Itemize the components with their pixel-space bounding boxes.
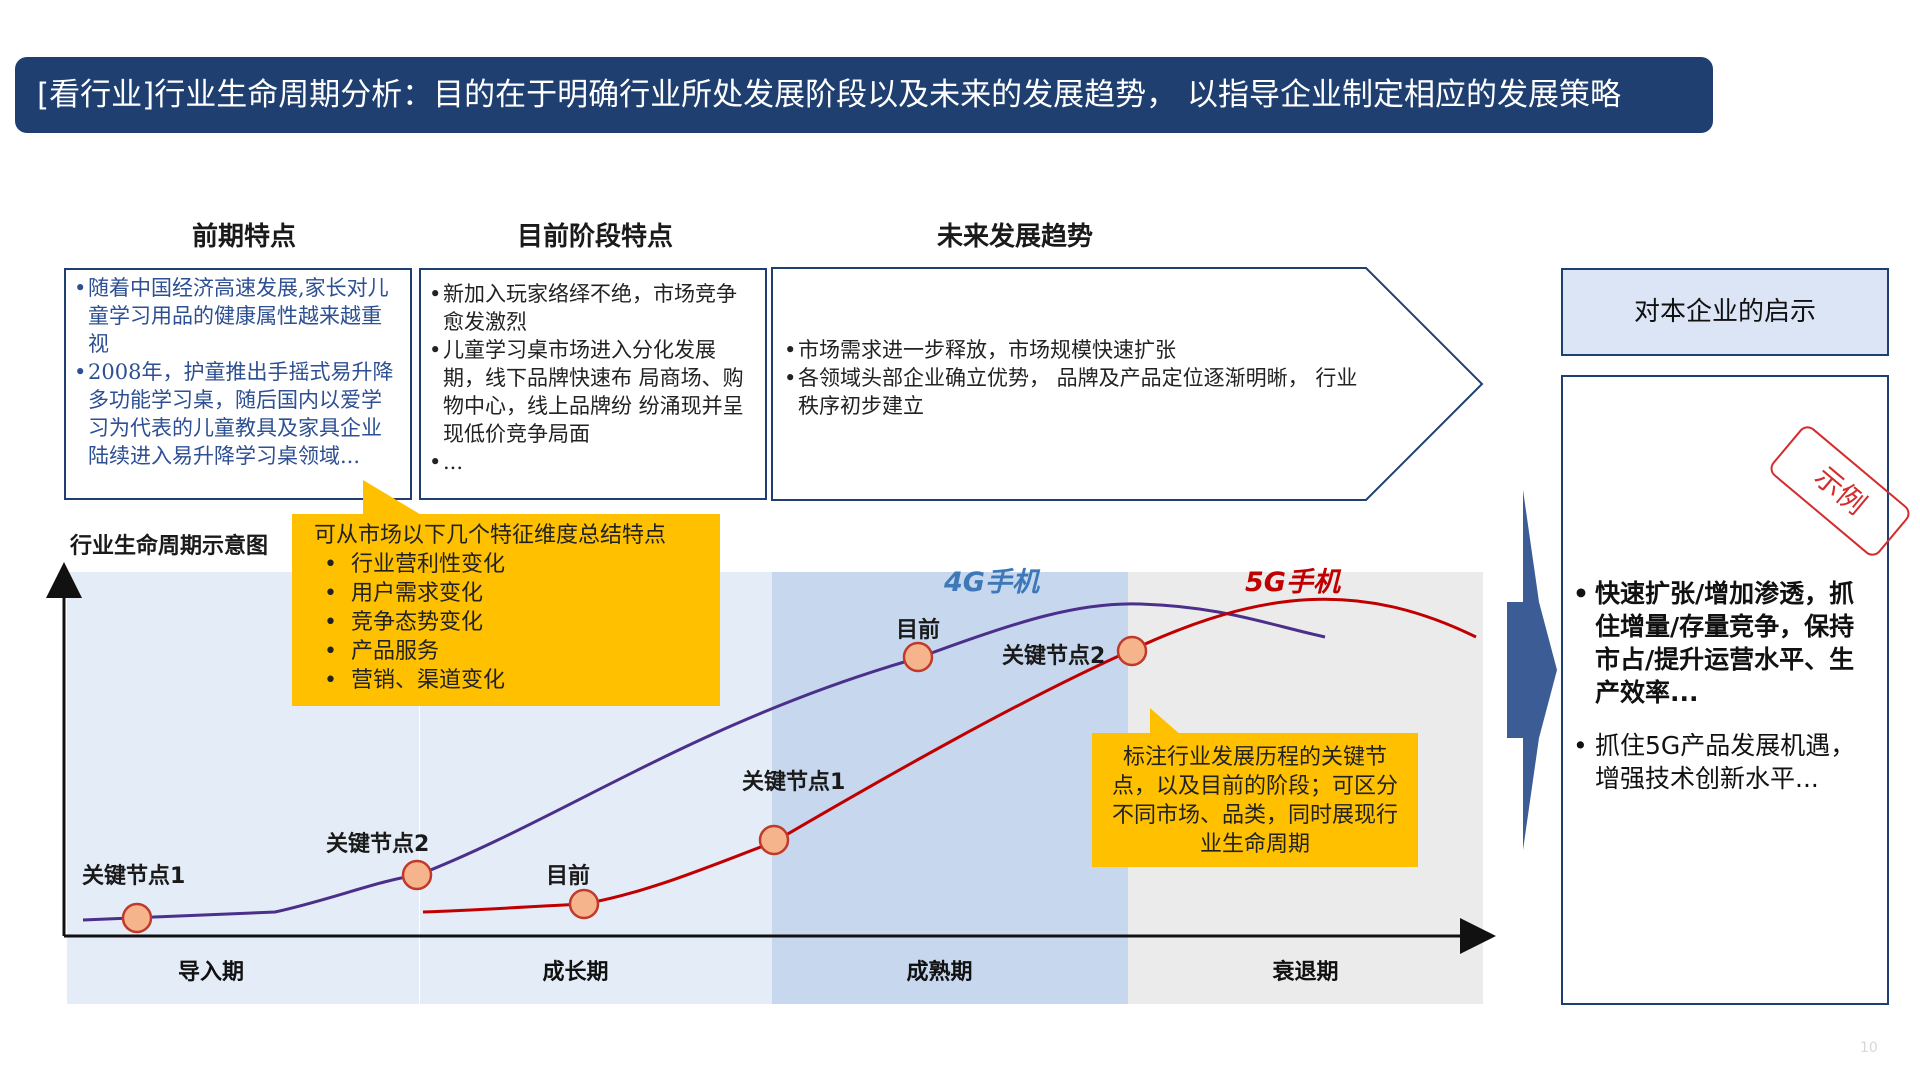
marker-5g-node1	[758, 824, 790, 856]
callout-dimension-item: • 竞争态势变化	[324, 610, 483, 635]
insights-heading: 对本企业的启示	[1561, 268, 1889, 356]
insights-panel: 快速扩张/增加渗透，抓住增量/存量竞争，保持市占/提升运营水平、生产效率... …	[1561, 375, 1889, 1005]
callout-dimensions-list: • 行业营利性变化 • 用户需求变化 • 竞争态势变化 • 产品服务 • 营销、…	[314, 550, 708, 695]
callout-top-pointer	[363, 480, 423, 516]
series-label-4g: 4G手机	[944, 567, 1039, 598]
marker-5g-node2	[1116, 635, 1148, 667]
callout-dimensions-intro: 可从市场以下几个特征维度总结特点	[314, 523, 667, 548]
insight-item: 快速扩张/增加渗透，抓住增量/存量竞争，保持市占/提升运营水平、生产效率...	[1567, 577, 1875, 709]
callout-dimension-item: • 行业营利性变化	[324, 552, 505, 577]
label-4g-current: 目前	[896, 618, 941, 643]
page-title: [看行业]行业生命周期分析：目的在于明确行业所处发展阶段以及未来的发展趋势， 以…	[37, 77, 1622, 113]
current-feature-item: 新加入玩家络绎不绝，市场竞争愈发激烈	[429, 280, 757, 336]
marker-5g-current	[568, 888, 600, 920]
current-feature-item: ...	[429, 448, 757, 476]
future-trend-item: 市场需求进一步释放，市场规模快速扩张	[784, 336, 1368, 364]
callout-dimension-item: • 营销、渠道变化	[324, 668, 505, 693]
curve-4g	[82, 602, 1326, 922]
title-banner: [看行业]行业生命周期分析：目的在于明确行业所处发展阶段以及未来的发展趋势， 以…	[15, 57, 1713, 133]
phase-bg-mature	[772, 572, 1128, 1004]
early-features-box: 随着中国经济高速发展,家长对儿童学习用品的健康属性越来越重视 2008年，护童推…	[64, 268, 412, 500]
callout-dimension-item: • 产品服务	[324, 639, 439, 664]
label-5g-node1: 关键节点1	[742, 770, 846, 795]
heading-future: 未来发展趋势	[936, 222, 1093, 252]
future-trend-item: 各领域头部企业确立优势， 品牌及产品定位逐渐明晰， 行业秩序初步建立	[784, 364, 1368, 420]
chart-title: 行业生命周期示意图	[70, 534, 269, 559]
marker-4g-node2	[401, 859, 433, 891]
phase-label-growth: 成长期	[542, 960, 609, 985]
callout-dimensions: 可从市场以下几个特征维度总结特点 • 行业营利性变化 • 用户需求变化 • 竞争…	[292, 514, 720, 706]
series-label-5g: 5G手机	[1245, 567, 1340, 598]
label-5g-node2: 关键节点2	[1002, 644, 1106, 669]
early-feature-item: 随着中国经济高速发展,家长对儿童学习用品的健康属性越来越重视	[74, 274, 402, 358]
current-features-box: 新加入玩家络绎不绝，市场竞争愈发激烈 儿童学习桌市场进入分化发展期，线下品牌快速…	[419, 268, 767, 500]
insight-item: 抓住5G产品发展机遇，增强技术创新水平...	[1567, 729, 1875, 795]
label-4g-node2: 关键节点2	[326, 832, 430, 857]
marker-4g-node1	[121, 902, 153, 934]
phase-label-decline: 衰退期	[1272, 960, 1339, 985]
heading-early: 前期特点	[191, 222, 296, 252]
current-feature-item: 儿童学习桌市场进入分化发展期，线下品牌快速布 局商场、购物中心，线上品牌纷 纷涌…	[429, 336, 757, 448]
callout-key-nodes: 标注行业发展历程的关键节点，以及目前的阶段；可区分不同市场、品类，同时展现行业生…	[1092, 733, 1418, 867]
early-feature-item: 2008年，护童推出手摇式易升降多功能学习桌，随后国内以爱学习为代表的儿童教具及…	[74, 358, 402, 470]
page-number: 10	[1860, 1040, 1878, 1056]
label-5g-current: 目前	[546, 864, 591, 889]
future-trends-text: 市场需求进一步释放，市场规模快速扩张 各领域头部企业确立优势， 品牌及产品定位逐…	[776, 332, 1376, 442]
phase-label-mature: 成熟期	[906, 960, 973, 985]
callout-dimension-item: • 用户需求变化	[324, 581, 483, 606]
marker-4g-current	[902, 641, 934, 673]
heading-current: 目前阶段特点	[516, 222, 673, 252]
label-4g-node1: 关键节点1	[82, 864, 186, 889]
big-right-arrow	[1507, 490, 1557, 850]
phase-label-intro: 导入期	[177, 960, 244, 985]
